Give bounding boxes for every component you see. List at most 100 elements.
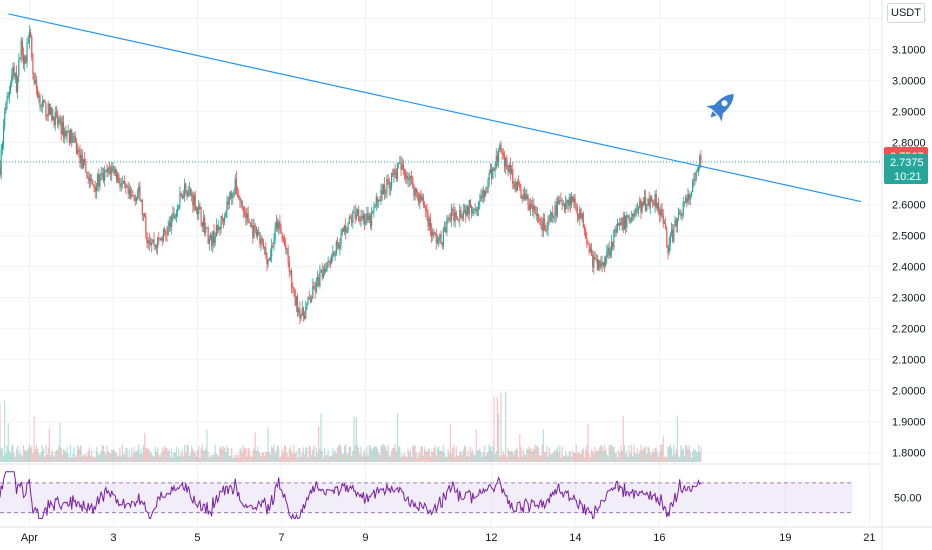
- candle-body: [699, 156, 701, 167]
- volume-bar: [442, 444, 444, 462]
- volume-bar: [322, 457, 324, 462]
- candle-body: [216, 225, 219, 231]
- volume-bar: [535, 446, 537, 462]
- volume-bar: [308, 445, 310, 462]
- candle-body: [94, 187, 96, 192]
- volume-bar: [565, 450, 567, 462]
- volume-bar: [286, 452, 288, 462]
- volume-bar: [156, 447, 159, 462]
- volume-bar: [365, 455, 367, 462]
- candle-body: [47, 103, 49, 117]
- volume-bar: [555, 449, 557, 462]
- volume-bar: [612, 446, 614, 462]
- candle-body: [351, 218, 353, 223]
- candle-body: [519, 184, 521, 188]
- volume-bar: [620, 445, 622, 462]
- volume-bar: [576, 453, 579, 462]
- rocket-flame: [710, 111, 717, 118]
- volume-bar: [597, 450, 600, 462]
- candle-body: [126, 186, 128, 188]
- candle-body: [259, 231, 261, 244]
- volume-bar: [482, 452, 484, 462]
- candle-body: [610, 241, 613, 251]
- candle-body: [339, 245, 341, 249]
- volume-bar: [11, 445, 13, 462]
- candle-body: [69, 129, 72, 143]
- volume-bar: [261, 452, 263, 462]
- volume-bar: [149, 453, 152, 462]
- volume-bar: [282, 452, 285, 462]
- volume-bar: [303, 454, 306, 462]
- time-axis[interactable]: Apr 3 5 7 9 12 14 16 19 21: [21, 532, 876, 544]
- candle-body: [440, 234, 442, 244]
- candle-body: [696, 171, 698, 173]
- candle-body: [665, 223, 667, 230]
- volume-bar: [546, 445, 548, 462]
- volume-bar: [325, 455, 327, 462]
- candle-body: [231, 192, 233, 199]
- volume-bar: [319, 448, 321, 462]
- volume-bar: [65, 452, 67, 462]
- candle-body: [283, 240, 286, 245]
- volume-bar: [266, 451, 268, 462]
- volume-bar: [283, 445, 286, 462]
- candle-body: [694, 179, 696, 181]
- candle-body: [453, 209, 455, 222]
- candle-body: [19, 57, 21, 61]
- candle-body: [57, 113, 59, 124]
- volume-bar: [594, 446, 596, 462]
- volume-bar: [489, 446, 491, 462]
- candle-body: [480, 195, 482, 201]
- volume-bar: [17, 445, 19, 462]
- candlesticks[interactable]: [0, 25, 702, 325]
- candle-body: [144, 213, 146, 217]
- candle-body: [595, 259, 597, 261]
- candle-body: [338, 243, 340, 249]
- volume-bar: [354, 445, 356, 462]
- price-tick-label: 2.0000: [892, 386, 926, 398]
- volume-bar: [109, 453, 112, 462]
- volume-bar: [78, 448, 80, 462]
- candle-body: [655, 194, 657, 208]
- volume-bar: [37, 448, 39, 462]
- candle-body: [385, 192, 387, 194]
- time-tick-label: 21: [863, 532, 875, 544]
- candle-body: [154, 244, 156, 247]
- volume-bar: [44, 456, 46, 462]
- volume-bar: [583, 457, 586, 462]
- candle-body: [212, 231, 214, 246]
- time-tick-label: 7: [278, 532, 284, 544]
- candle-body: [40, 106, 42, 107]
- candle-body: [228, 196, 230, 205]
- volume-bar: [51, 448, 53, 462]
- candle-body: [652, 200, 654, 204]
- volume-bar: [129, 457, 132, 462]
- rocket-icon[interactable]: [703, 86, 742, 125]
- price-axis[interactable]: 3.20003.10003.00002.90002.80002.60002.50…: [892, 14, 926, 505]
- volume-bar: [407, 448, 409, 462]
- candle-body: [117, 174, 119, 180]
- candle-body: [66, 131, 68, 136]
- candle-body: [146, 233, 148, 244]
- volume-bar: [547, 456, 549, 462]
- candle-body: [106, 169, 108, 173]
- candle-body: [201, 222, 203, 227]
- volume-bar: [313, 445, 315, 462]
- volume-bar: [519, 434, 521, 462]
- candle-body: [523, 193, 526, 200]
- volume-bar: [582, 447, 584, 462]
- time-tick-label: 5: [194, 532, 200, 544]
- candle-body: [515, 181, 517, 191]
- volume-bar: [15, 449, 18, 462]
- volume-bar: [94, 457, 96, 462]
- descending-trendline[interactable]: [8, 13, 862, 203]
- candle-body: [346, 230, 348, 233]
- volume-bar: [556, 446, 559, 462]
- currency-selector[interactable]: USDT: [887, 3, 925, 23]
- candle-body: [645, 197, 647, 211]
- volume-bar: [518, 457, 520, 462]
- volume-bar: [353, 416, 355, 462]
- volume-bar: [115, 452, 118, 462]
- volume-bar: [554, 450, 556, 462]
